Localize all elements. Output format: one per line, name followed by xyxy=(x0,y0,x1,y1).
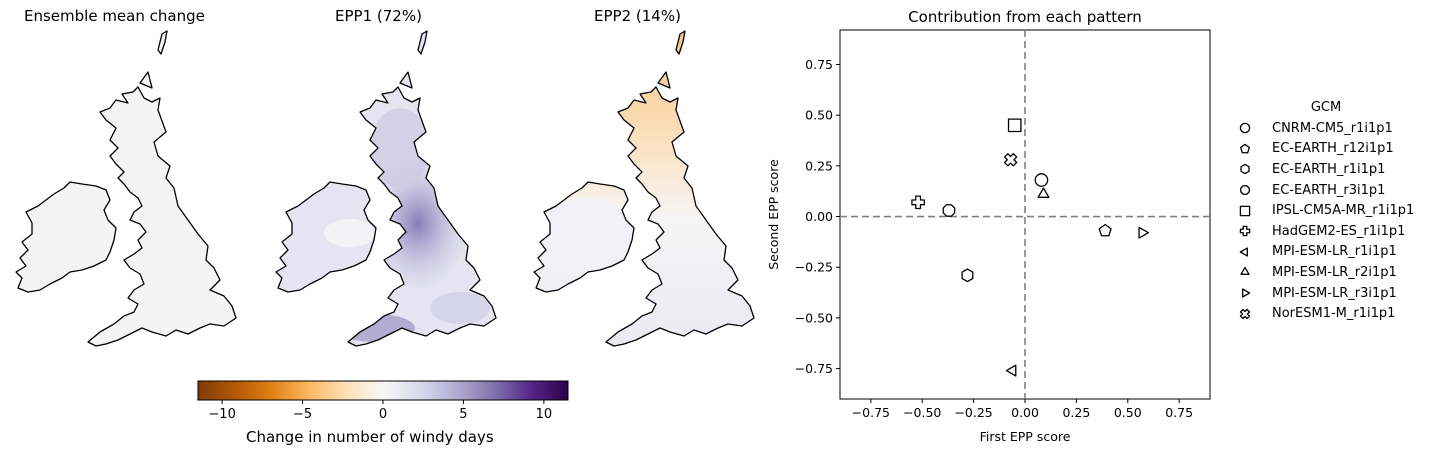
legend-label: IPSL-CM5A-MR_r1i1p1 xyxy=(1272,203,1415,219)
colorbar-gradient xyxy=(197,380,569,401)
legend-marker xyxy=(1239,247,1248,257)
legend-label: MPI-ESM-LR_r2i1p1 xyxy=(1272,264,1397,280)
legend-marker xyxy=(1240,164,1250,175)
legend-label: EC-EARTH_r12i1p1 xyxy=(1272,141,1394,157)
legend-marker xyxy=(1242,288,1251,298)
legend-item: IPSL-CM5A-MR_r1i1p1 xyxy=(1236,200,1416,221)
legend-label: MPI-ESM-LR_r1i1p1 xyxy=(1272,244,1397,260)
legend-marker-shape xyxy=(1239,226,1251,237)
legend-marker xyxy=(1240,185,1250,195)
legend-marker xyxy=(1239,308,1251,319)
y-tick-label: −0.50 xyxy=(795,310,833,325)
data-point-NorESM1-M_r1i1p1 xyxy=(1003,153,1018,167)
chart-title: Contribution from each pattern xyxy=(908,8,1142,26)
legend-item: EC-EARTH_r12i1p1 xyxy=(1236,139,1416,160)
legend-label: MPI-ESM-LR_r3i1p1 xyxy=(1272,285,1397,301)
x-tick-label: 0.00 xyxy=(1011,405,1039,420)
legend-item: EC-EARTH_r1i1p1 xyxy=(1236,159,1416,180)
uk-map-epp1 xyxy=(275,30,497,347)
legend-marker-shape xyxy=(1240,267,1250,276)
x-tick-label: 0.25 xyxy=(1062,405,1090,420)
legend-label: NorESM1-M_r1i1p1 xyxy=(1272,306,1396,322)
colorbar-tick-label: −5 xyxy=(293,407,312,422)
y-tick-label: 0.50 xyxy=(805,108,833,123)
legend-title: GCM xyxy=(1310,100,1342,115)
legend-marker-shape xyxy=(1239,247,1248,257)
coastline-gb xyxy=(347,30,497,347)
legend-item: HadGEM2-ES_r1i1p1 xyxy=(1236,221,1416,242)
map-title-epp2: EPP2 (14%) xyxy=(594,7,681,25)
legend-item: MPI-ESM-LR_r1i1p1 xyxy=(1236,242,1416,263)
uk-map-epp2 xyxy=(533,30,755,347)
legend-item: EC-EARTH_r3i1p1 xyxy=(1236,180,1416,201)
legend-item: CNRM-CM5_r1i1p1 xyxy=(1236,118,1416,139)
y-tick-label: 0.75 xyxy=(805,57,833,72)
legend-label: CNRM-CM5_r1i1p1 xyxy=(1272,120,1393,136)
data-point-IPSL-CM5A-MR_r1i1p1 xyxy=(1007,118,1022,133)
x-tick-label: −0.25 xyxy=(954,405,992,420)
legend-label: EC-EARTH_r3i1p1 xyxy=(1272,182,1386,198)
x-tick-label: 0.50 xyxy=(1114,405,1142,420)
legend-label: EC-EARTH_r1i1p1 xyxy=(1272,161,1386,177)
legend-label: HadGEM2-ES_r1i1p1 xyxy=(1272,223,1406,239)
colorbar: −10 −5 0 5 10 xyxy=(197,380,569,422)
legend-item: MPI-ESM-LR_r2i1p1 xyxy=(1236,262,1416,283)
data-point-MPI-ESM-LR_r2i1p1 xyxy=(1037,187,1050,198)
legend-marker xyxy=(1239,205,1251,216)
x-tick-label: 0.75 xyxy=(1165,405,1193,420)
legend-marker-shape xyxy=(1239,123,1251,134)
legend-marker-shape xyxy=(1239,205,1251,216)
data-point-EC-EARTH_r3i1p1 xyxy=(942,204,956,217)
legend-marker xyxy=(1239,143,1251,154)
y-tick-label: −0.75 xyxy=(795,361,833,376)
y-axis-label: Second EPP score xyxy=(766,159,781,270)
y-tick-label: 0.25 xyxy=(805,158,833,173)
epp-score-scatter-chart: Contribution from each pattern −0.75 −0.50… xyxy=(766,8,1211,444)
x-axis-label: First EPP score xyxy=(980,429,1071,444)
y-tick-label: −0.25 xyxy=(795,260,833,275)
legend-marker-shape xyxy=(1239,143,1251,154)
coastline-gb xyxy=(605,30,755,347)
coastline-gb xyxy=(87,30,237,347)
legend-marker-shape xyxy=(1240,164,1250,175)
data-point-EC-EARTH_r12i1p1 xyxy=(1098,223,1112,237)
legend-marker-shape xyxy=(1242,288,1251,298)
map-title-epp1: EPP1 (72%) xyxy=(335,7,422,25)
legend-marker xyxy=(1239,123,1251,134)
colorbar-tick-label: 10 xyxy=(536,407,553,422)
legend-item: NorESM1-M_r1i1p1 xyxy=(1236,303,1416,324)
data-point-CNRM-CM5_r1i1p1 xyxy=(1034,173,1049,187)
x-tick-label: −0.50 xyxy=(903,405,941,420)
legend-marker-shape xyxy=(1239,308,1251,319)
uk-map-ensemble-mean xyxy=(15,30,237,347)
legend-marker xyxy=(1240,267,1250,276)
colorbar-tick-label: 5 xyxy=(459,407,467,422)
coastline-ireland xyxy=(275,181,377,293)
map-title-ensemble: Ensemble mean change xyxy=(24,7,205,25)
colorbar-tick-label: −10 xyxy=(208,407,235,422)
y-tick-label: 0.00 xyxy=(805,209,833,224)
data-point-HadGEM2-ES_r1i1p1 xyxy=(911,195,925,210)
data-point-MPI-ESM-LR_r1i1p1 xyxy=(1005,364,1017,377)
gcm-legend: GCM CNRM-CM5_r1i1p1 EC-EARTH_r12i1p1 EC-EA… xyxy=(1236,100,1416,324)
legend-item: MPI-ESM-LR_r3i1p1 xyxy=(1236,283,1416,304)
x-tick-label: −0.75 xyxy=(852,405,890,420)
legend-marker xyxy=(1239,226,1251,237)
data-point-MPI-ESM-LR_r3i1p1 xyxy=(1138,226,1150,239)
coastline-ireland xyxy=(15,181,117,293)
map-land-gb xyxy=(88,31,236,346)
legend-marker-shape xyxy=(1240,185,1250,195)
map-land-ireland xyxy=(16,182,116,292)
colorbar-tick-label: 0 xyxy=(379,407,387,422)
colorbar-label: Change in number of windy days xyxy=(246,428,494,446)
coastline-ireland xyxy=(533,181,635,293)
data-point-EC-EARTH_r1i1p1 xyxy=(961,268,974,283)
